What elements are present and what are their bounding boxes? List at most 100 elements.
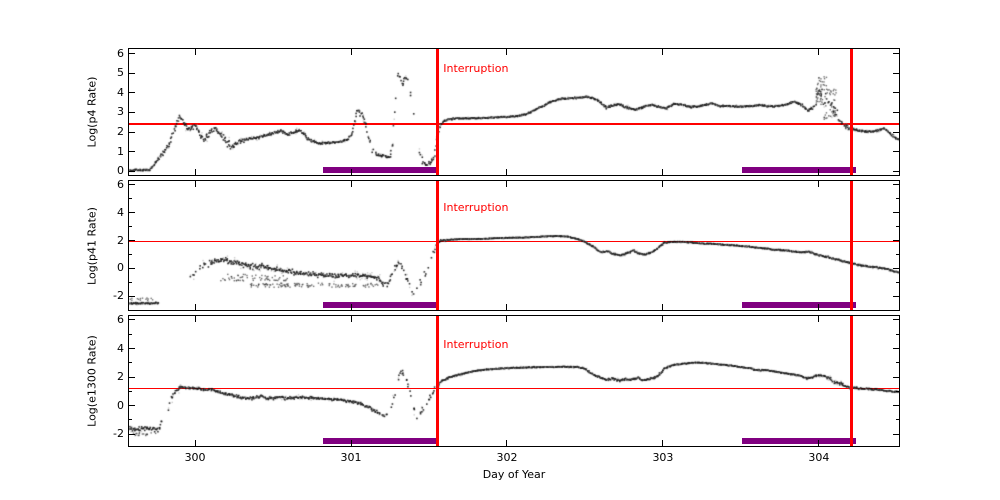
interruption-label: Interruption — [443, 338, 509, 351]
y-major-tick — [893, 405, 899, 407]
x-major-tick — [350, 181, 352, 187]
x-major-tick — [350, 49, 352, 55]
y-major-tick — [893, 319, 899, 321]
y-major-tick — [893, 212, 899, 214]
coverage-bar — [742, 302, 857, 308]
y-tick-label: 0 — [117, 261, 124, 275]
y-tick-label: 2 — [117, 125, 124, 139]
x-axis-title: Day of Year — [482, 468, 546, 481]
y-major-tick — [893, 53, 899, 55]
y-major-tick — [893, 72, 899, 74]
x-major-tick — [818, 181, 820, 187]
y-minor-tick — [129, 198, 132, 200]
y-tick-label: 5 — [117, 66, 124, 80]
y-axis-title: Log(e1300 Rate) — [85, 335, 99, 427]
y-major-tick — [129, 348, 135, 350]
x-major-tick — [194, 49, 196, 55]
y-major-tick — [893, 348, 899, 350]
y-major-tick — [129, 92, 135, 94]
y-tick-label: 6 — [117, 312, 124, 326]
x-major-tick — [194, 440, 196, 446]
x-major-tick — [662, 181, 664, 187]
coverage-bar — [322, 438, 438, 444]
x-major-tick — [818, 440, 820, 446]
y-major-tick — [893, 111, 899, 113]
y-tick-label: 3 — [117, 105, 124, 119]
coverage-bar — [742, 167, 857, 173]
y-tick-label: -2 — [113, 427, 124, 441]
y-minor-tick — [129, 281, 132, 283]
y-major-tick — [129, 240, 135, 242]
x-major-tick — [350, 440, 352, 446]
y-tick-label: 6 — [117, 177, 124, 191]
interruption-marker-line — [435, 49, 439, 175]
coverage-bar — [322, 302, 438, 308]
y-tick-label: 0 — [117, 398, 124, 412]
y-major-tick — [129, 295, 135, 297]
x-major-tick — [662, 316, 664, 322]
y-major-tick — [129, 267, 135, 269]
y-minor-tick — [896, 198, 899, 200]
y-axis-title: Log(p4 Rate) — [85, 76, 99, 148]
y-tick-label: 4 — [117, 341, 124, 355]
x-major-tick — [194, 316, 196, 322]
y-major-tick — [129, 405, 135, 407]
y-major-tick — [129, 53, 135, 55]
y-major-tick — [893, 184, 899, 186]
interruption-marker-line — [850, 316, 854, 446]
x-tick-label: 303 — [652, 451, 674, 464]
y-minor-tick — [896, 333, 899, 335]
x-major-tick — [662, 49, 664, 55]
x-major-tick — [506, 440, 508, 446]
x-major-tick — [662, 304, 664, 310]
interruption-label: Interruption — [443, 62, 509, 75]
y-minor-tick — [896, 390, 899, 392]
x-major-tick — [818, 304, 820, 310]
coverage-bar — [322, 167, 438, 173]
interruption-marker-line — [435, 181, 439, 310]
y-major-tick — [893, 92, 899, 94]
y-minor-tick — [129, 390, 132, 392]
y-major-tick — [129, 319, 135, 321]
interruption-marker-line — [850, 181, 854, 310]
interruption-marker-line — [850, 49, 854, 175]
y-major-tick — [129, 111, 135, 113]
y-major-tick — [129, 151, 135, 153]
y-minor-tick — [129, 226, 132, 228]
y-major-tick — [893, 151, 899, 153]
x-tick-label: 301 — [340, 451, 362, 464]
y-minor-tick — [896, 281, 899, 283]
x-tick-label: 302 — [496, 451, 518, 464]
y-major-tick — [129, 376, 135, 378]
y-tick-label: 6 — [117, 46, 124, 60]
y-major-tick — [893, 240, 899, 242]
y-tick-label: 2 — [117, 370, 124, 384]
y-minor-tick — [896, 419, 899, 421]
y-major-tick — [129, 433, 135, 435]
y-tick-label: 4 — [117, 85, 124, 99]
y-minor-tick — [129, 254, 132, 256]
x-major-tick — [194, 304, 196, 310]
x-major-tick — [506, 181, 508, 187]
y-minor-tick — [896, 226, 899, 228]
y-major-tick — [129, 212, 135, 214]
y-minor-tick — [896, 254, 899, 256]
y-tick-label: -2 — [113, 289, 124, 303]
y-major-tick — [129, 184, 135, 186]
x-major-tick — [506, 316, 508, 322]
x-major-tick — [350, 316, 352, 322]
y-major-tick — [893, 267, 899, 269]
x-major-tick — [662, 440, 664, 446]
x-major-tick — [350, 169, 352, 175]
x-tick-label: 304 — [808, 451, 830, 464]
x-major-tick — [818, 169, 820, 175]
interruption-marker-line — [435, 316, 439, 446]
y-major-tick — [893, 433, 899, 435]
y-tick-label: 1 — [117, 144, 124, 158]
y-axis-title: Log(p41 Rate) — [85, 206, 99, 285]
x-major-tick — [194, 169, 196, 175]
y-major-tick — [893, 131, 899, 133]
y-major-tick — [893, 170, 899, 172]
